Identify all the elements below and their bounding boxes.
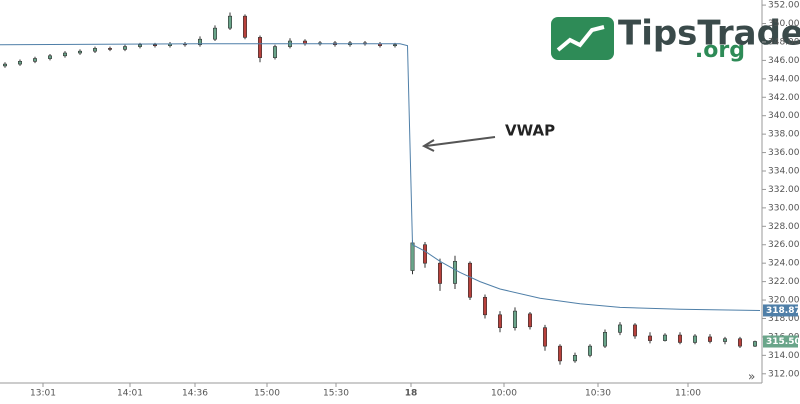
x-tick-label: 15:30 (323, 389, 349, 399)
y-tick-label: 346.00 (768, 56, 800, 66)
x-tick-label: 11:00 (675, 389, 701, 399)
x-tick-label: 15:00 (254, 389, 280, 399)
y-tick-label: 324.00 (768, 259, 800, 269)
candle-body (213, 27, 218, 40)
y-tick-label: 326.00 (768, 240, 800, 250)
y-tick-label: 348.00 (768, 37, 800, 47)
x-tick-label: 10:30 (585, 389, 611, 399)
logo: TipsTrade .org (551, 14, 800, 63)
y-tick-label: 352.00 (768, 1, 800, 11)
y-tick-label: 344.00 (768, 74, 800, 84)
candle-body (572, 355, 577, 362)
last-price-label-box (763, 335, 798, 348)
logo-suffix: .org (695, 38, 745, 63)
candle-body (228, 15, 233, 29)
candle-body (617, 324, 622, 333)
candle-body (392, 44, 397, 47)
candle-body (662, 334, 667, 341)
logo-icon-line (556, 25, 605, 52)
y-tick-label: 340.00 (768, 111, 800, 121)
candle-body (752, 341, 757, 347)
candle-body (257, 37, 262, 58)
y-tick-label: 342.00 (768, 93, 800, 103)
y-tick-label: 314.00 (768, 351, 800, 361)
y-tick-label: 312.00 (768, 369, 800, 379)
candle-body (647, 335, 652, 341)
vwap-line (0, 43, 761, 311)
y-tick-label: 330.00 (768, 203, 800, 213)
y-tick-label: 318.00 (768, 314, 800, 324)
candle-body (557, 345, 562, 362)
candle-body (452, 261, 457, 284)
candle-body (108, 48, 113, 50)
y-tick-label: 320.00 (768, 296, 800, 306)
candle-body (722, 338, 727, 342)
annotation: VWAP (505, 122, 555, 140)
x-tick-label: 18 (405, 389, 418, 399)
x-tick-label: 10:00 (491, 389, 517, 399)
candle-body (707, 336, 712, 342)
candle-body (153, 44, 158, 47)
candle-body (78, 50, 83, 54)
logo-name: TipsTrade (618, 14, 800, 54)
x-tick-label: 13:01 (30, 389, 56, 399)
last-price-label: 315.50 (766, 337, 800, 347)
candle-body (410, 242, 415, 271)
vwap-price-label-box (763, 304, 798, 317)
candle-body (482, 296, 487, 316)
candle-body (93, 48, 98, 52)
candle-body (632, 324, 637, 337)
candle-body (17, 61, 22, 65)
plot-area (0, 12, 761, 365)
x-tick-label: 14:01 (117, 389, 143, 399)
candle-body (272, 46, 277, 58)
candle-body (47, 55, 52, 59)
candle-body (587, 345, 592, 356)
candle-body (692, 335, 697, 343)
annotation-arrowhead (421, 139, 435, 152)
candle-body (467, 262, 472, 298)
candle-body (422, 244, 427, 264)
candle-body (32, 58, 37, 62)
candle-body (737, 338, 742, 347)
vwap-price-label: 318.87 (766, 306, 800, 316)
y-tick-label: 336.00 (768, 148, 800, 158)
candle-body (138, 44, 143, 47)
candle-body (437, 262, 442, 284)
candle-body (677, 334, 682, 343)
candle-body (62, 52, 67, 57)
logo-icon (551, 17, 614, 60)
candle-body (497, 314, 502, 328)
y-tick-label: 350.00 (768, 19, 800, 29)
candle-body (2, 63, 8, 67)
candle-body (512, 310, 517, 328)
y-tick-label: 332.00 (768, 185, 800, 195)
candle-body (542, 327, 547, 347)
nav-icon[interactable]: » (748, 370, 755, 384)
candle-body (527, 313, 532, 328)
candle-body (123, 46, 128, 50)
y-tick-label: 322.00 (768, 277, 800, 287)
y-tick-label: 338.00 (768, 130, 800, 140)
y-tick-label: 328.00 (768, 222, 800, 232)
y-tick-label: 334.00 (768, 167, 800, 177)
candle-body (243, 15, 248, 38)
candle-body (602, 332, 607, 347)
annotation-arrow (425, 136, 496, 147)
x-tick-label: 14:36 (182, 389, 208, 399)
candle-body (198, 38, 203, 46)
